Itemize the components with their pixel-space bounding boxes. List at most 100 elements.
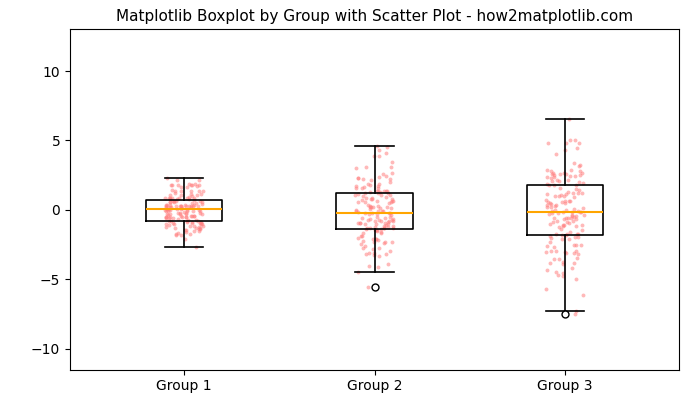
Point [167,195,178,202]
Point [575,209,587,216]
Point [566,265,578,272]
Point [162,206,173,213]
Point [172,206,183,213]
Point [351,185,362,192]
Point [360,164,372,171]
Point [371,213,382,220]
Point [380,222,391,228]
Point [162,212,174,218]
Point [355,233,366,239]
Point [196,210,207,217]
Point [546,210,557,217]
Point [357,196,368,203]
Point [362,181,373,188]
Point [568,205,579,212]
Point [573,231,584,237]
Point [363,249,374,256]
Point [160,203,172,210]
Point [360,209,371,216]
Point [567,213,578,220]
Point [360,195,372,202]
Point [372,236,383,243]
Point [369,218,380,225]
Point [358,245,369,252]
Point [186,218,197,225]
Point [564,116,575,123]
Point [352,199,363,206]
Point [541,174,552,181]
Point [182,217,193,223]
Point [180,236,191,242]
Point [376,218,387,224]
Point [572,231,583,237]
Point [195,220,206,227]
Point [379,224,390,231]
Point [569,136,580,143]
Point [547,170,559,176]
Point [181,183,193,190]
Point [175,232,186,239]
Point [560,214,571,221]
Point [372,187,383,194]
Point [558,261,569,268]
Point [368,236,379,243]
Point [568,193,580,200]
Point [385,211,396,218]
Point [371,220,382,227]
Point [381,188,392,194]
Point [553,256,564,262]
Point [164,215,175,222]
Point [549,256,560,263]
Point [571,255,582,261]
Point [356,233,368,240]
Point [570,241,582,248]
Point [186,219,197,226]
Point [367,204,378,211]
Point [385,209,396,216]
Point [164,217,175,224]
Point [176,184,187,190]
Point [382,190,393,197]
Point [550,202,561,208]
Point [564,198,575,205]
Point [167,215,178,222]
Point [559,200,570,207]
Point [371,227,382,234]
Point [173,216,184,223]
Point [554,171,566,177]
Point [186,202,197,209]
Point [541,202,552,209]
Point [374,245,385,252]
Point [164,199,176,206]
Point [543,211,554,218]
Point [550,231,561,237]
Point [561,171,572,177]
Point [546,175,557,181]
Point [372,264,384,271]
Point [180,213,191,220]
Point [360,226,371,232]
Point [371,235,382,242]
Point [365,204,377,210]
Point [186,181,197,188]
Point [160,207,172,214]
Point [545,204,557,210]
Point [366,196,377,202]
Point [550,268,561,275]
Point [386,205,397,212]
Point [350,192,361,199]
Point [181,211,192,218]
Point [188,197,199,204]
Point [386,196,397,203]
Point [161,210,172,217]
Point [570,186,582,193]
Point [573,139,584,146]
Point [372,185,384,192]
Point [359,184,370,190]
Point [351,183,362,190]
Point [550,151,561,158]
Point [573,251,584,258]
Point [382,220,393,227]
Point [186,213,197,220]
Point [575,172,586,178]
